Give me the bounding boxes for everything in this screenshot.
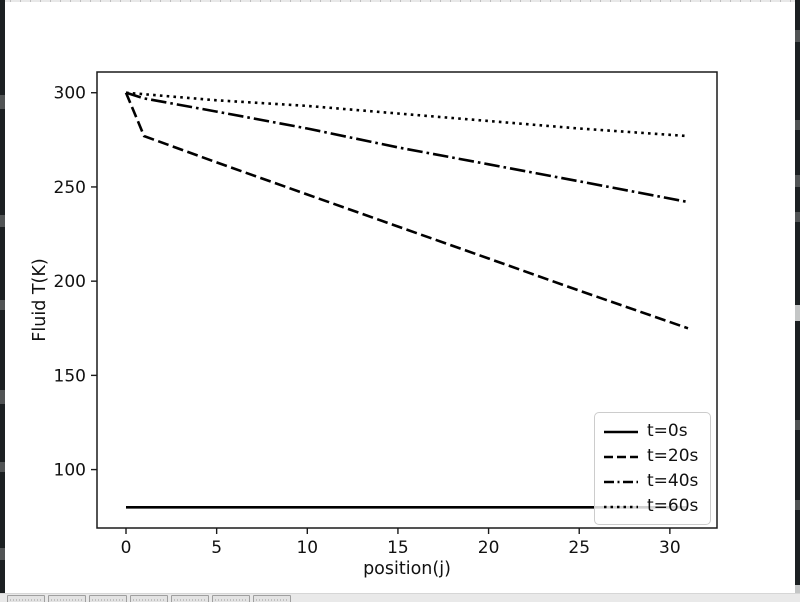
y-axis-label: Fluid T(K) (30, 258, 50, 342)
edge-mark (795, 500, 800, 510)
taskbar-button-texture (92, 599, 124, 601)
taskbar-button-texture (51, 599, 83, 601)
axes-spines (96, 71, 718, 529)
series-line-1 (124, 92, 689, 330)
edge-mark (0, 390, 5, 404)
x-tick-label: 10 (296, 538, 318, 558)
screen-left-edge (0, 0, 5, 594)
y-tick-label: 150 (54, 366, 86, 386)
legend-line-sample (604, 455, 638, 458)
taskbar-button[interactable] (89, 595, 127, 602)
edge-mark (795, 212, 800, 222)
x-tick-label: 0 (121, 538, 132, 558)
taskbar-button[interactable] (253, 595, 291, 602)
y-tick-label: 250 (54, 178, 86, 198)
taskbar-button-texture (215, 599, 247, 601)
edge-mark (0, 300, 5, 310)
series-line-2 (125, 91, 689, 204)
y-tick-label: 100 (54, 461, 86, 481)
taskbar-button-texture (10, 599, 42, 601)
legend-line-sample (604, 480, 638, 483)
legend-item: t=40s (604, 469, 702, 494)
legend-label: t=40s (647, 471, 699, 491)
taskbar (0, 593, 800, 602)
series-line-3 (125, 91, 689, 138)
x-tick-label: 5 (211, 538, 222, 558)
legend-label: t=20s (647, 446, 699, 466)
legend-item: t=20s (604, 444, 702, 469)
legend-label: t=60s (647, 496, 699, 516)
x-tick-label: 30 (659, 538, 681, 558)
edge-mark (795, 305, 800, 321)
legend-line-sample (604, 505, 638, 508)
edge-mark (795, 420, 800, 430)
edge-mark (795, 30, 800, 42)
y-tick-label: 200 (54, 272, 86, 292)
legend-item: t=60s (604, 494, 702, 519)
edge-mark (0, 95, 5, 109)
taskbar-button-texture (174, 599, 206, 601)
taskbar-button[interactable] (171, 595, 209, 602)
taskbar-button[interactable] (130, 595, 168, 602)
taskbar-button[interactable] (212, 595, 250, 602)
legend-line-sample (604, 430, 638, 433)
legend: t=0s t=20s t=40s t=60s (594, 412, 711, 525)
screen-top-edge (0, 0, 800, 2)
x-axis-label: position(j) (363, 559, 451, 579)
screen-right-edge (795, 0, 800, 602)
edge-mark (795, 585, 800, 599)
edge-mark (0, 215, 5, 227)
x-tick-label: 25 (568, 538, 590, 558)
edge-mark (0, 462, 5, 472)
taskbar-button[interactable] (48, 595, 86, 602)
x-tick-label: 20 (478, 538, 500, 558)
taskbar-button[interactable] (7, 595, 45, 602)
edge-mark (795, 120, 800, 130)
edge-mark (795, 175, 800, 187)
edge-mark (0, 548, 5, 560)
x-tick-label: 15 (387, 538, 409, 558)
legend-label: t=0s (647, 421, 688, 441)
legend-item: t=0s (604, 419, 702, 444)
y-tick-label: 300 (54, 84, 86, 104)
taskbar-button-texture (256, 599, 288, 601)
taskbar-button-texture (133, 599, 165, 601)
